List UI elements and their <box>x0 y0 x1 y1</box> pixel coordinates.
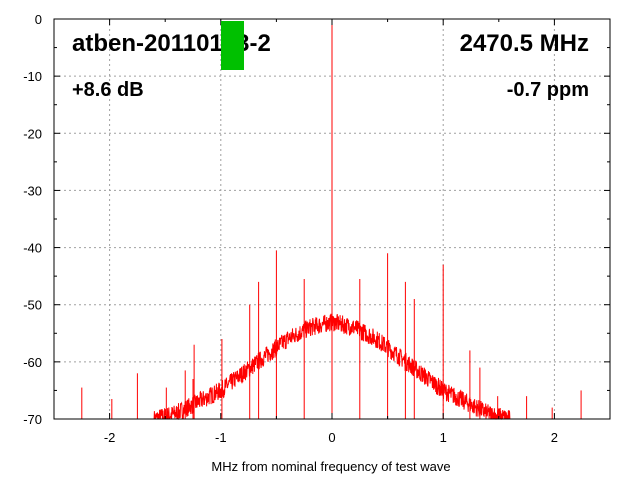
green-marker <box>221 21 244 70</box>
frequency-label: 2470.5 MHz <box>460 30 589 57</box>
y-tick-label: -40 <box>23 241 42 256</box>
x-tick-label: 2 <box>551 430 558 445</box>
x-tick-label: -1 <box>215 430 227 445</box>
y-tick-labels: 0 -10 -20 -30 -40 -50 -60 -70 <box>23 12 42 427</box>
x-tick-labels: -2 -1 0 1 2 <box>104 430 558 445</box>
y-tick-label: -70 <box>23 412 42 427</box>
y-tick-label: -30 <box>23 183 42 198</box>
y-tick-label: -50 <box>23 298 42 313</box>
axis-ticks <box>53 18 611 420</box>
y-tick-label: 0 <box>35 12 42 27</box>
y-tick-label: -60 <box>23 355 42 370</box>
y-tick-label: -20 <box>23 126 42 141</box>
x-axis-label: MHz from nominal frequency of test wave <box>211 459 450 474</box>
x-tick-label: 1 <box>440 430 447 445</box>
x-tick-label: -2 <box>104 430 116 445</box>
x-tick-label: 0 <box>328 430 335 445</box>
ppm-offset-label: -0.7 ppm <box>507 79 589 101</box>
spur-spikes <box>81 19 582 419</box>
y-tick-label: -10 <box>23 69 42 84</box>
gain-label: +8.6 dB <box>72 79 144 101</box>
